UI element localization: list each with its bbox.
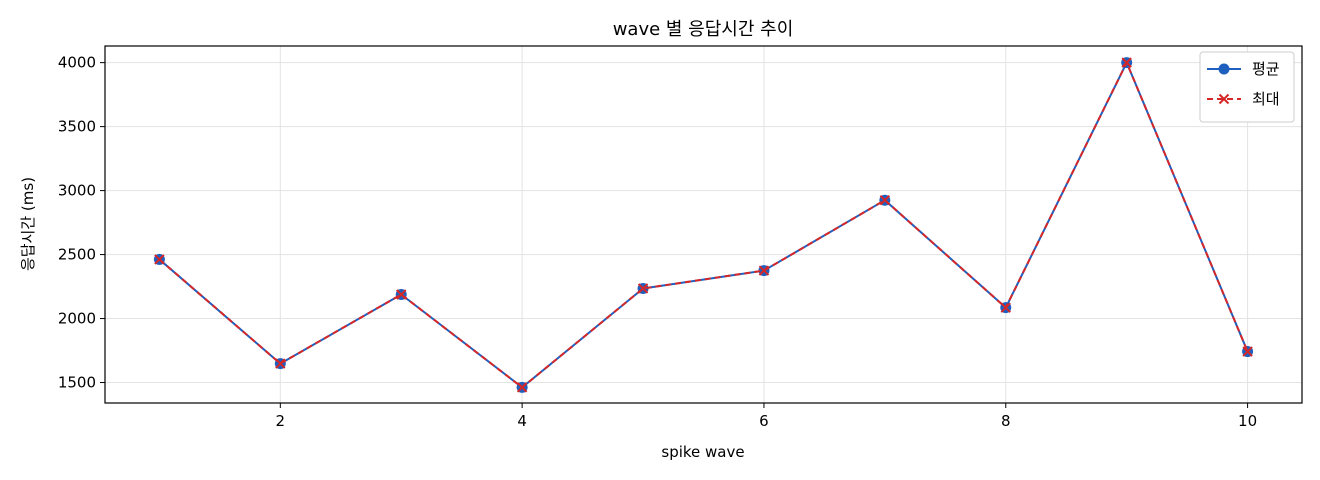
data-point: [758, 265, 770, 276]
legend-label: 최대: [1252, 90, 1280, 108]
series-2: [154, 57, 1253, 393]
x-tick-label: 6: [759, 412, 769, 430]
data-point: [154, 254, 165, 265]
legend-box: [1199, 51, 1295, 123]
legend-label: 평균: [1252, 60, 1280, 78]
plot-frame: [104, 45, 1303, 404]
data-point: [1242, 346, 1253, 357]
grid: [105, 46, 1302, 403]
y-axis-title: 응답시간 (ms): [19, 177, 37, 271]
y-tick-label: 4000: [58, 54, 96, 72]
chart-title: wave 별 응답시간 추이: [613, 19, 794, 40]
data-point: [637, 283, 649, 294]
legend-marker: [1218, 93, 1230, 105]
x-axis-title: spike wave: [661, 443, 744, 461]
y-tick-label: 1500: [58, 374, 96, 392]
y-tick-label: 3000: [58, 182, 96, 200]
y-tick-label: 3500: [58, 118, 96, 136]
y-tick-label: 2500: [58, 246, 96, 264]
x-tick-label: 8: [1001, 412, 1011, 430]
data-point: [275, 358, 286, 369]
legend-marker: [1218, 63, 1230, 75]
series-group: [153, 57, 1254, 393]
data-point: [516, 382, 528, 393]
data-point: [879, 194, 891, 206]
x-tick-label: 4: [517, 412, 527, 430]
data-point: [396, 289, 407, 300]
y-tick-label: 2000: [58, 310, 96, 328]
x-tick-label: 2: [276, 412, 286, 430]
x-tick-label: 10: [1238, 412, 1257, 430]
data-point: [1000, 302, 1011, 313]
series-line: [158, 61, 1249, 389]
axes: 2 4 6 8 10 1500 2000 2500 3000 3500 4000: [58, 45, 1303, 430]
data-point: [1121, 57, 1132, 68]
